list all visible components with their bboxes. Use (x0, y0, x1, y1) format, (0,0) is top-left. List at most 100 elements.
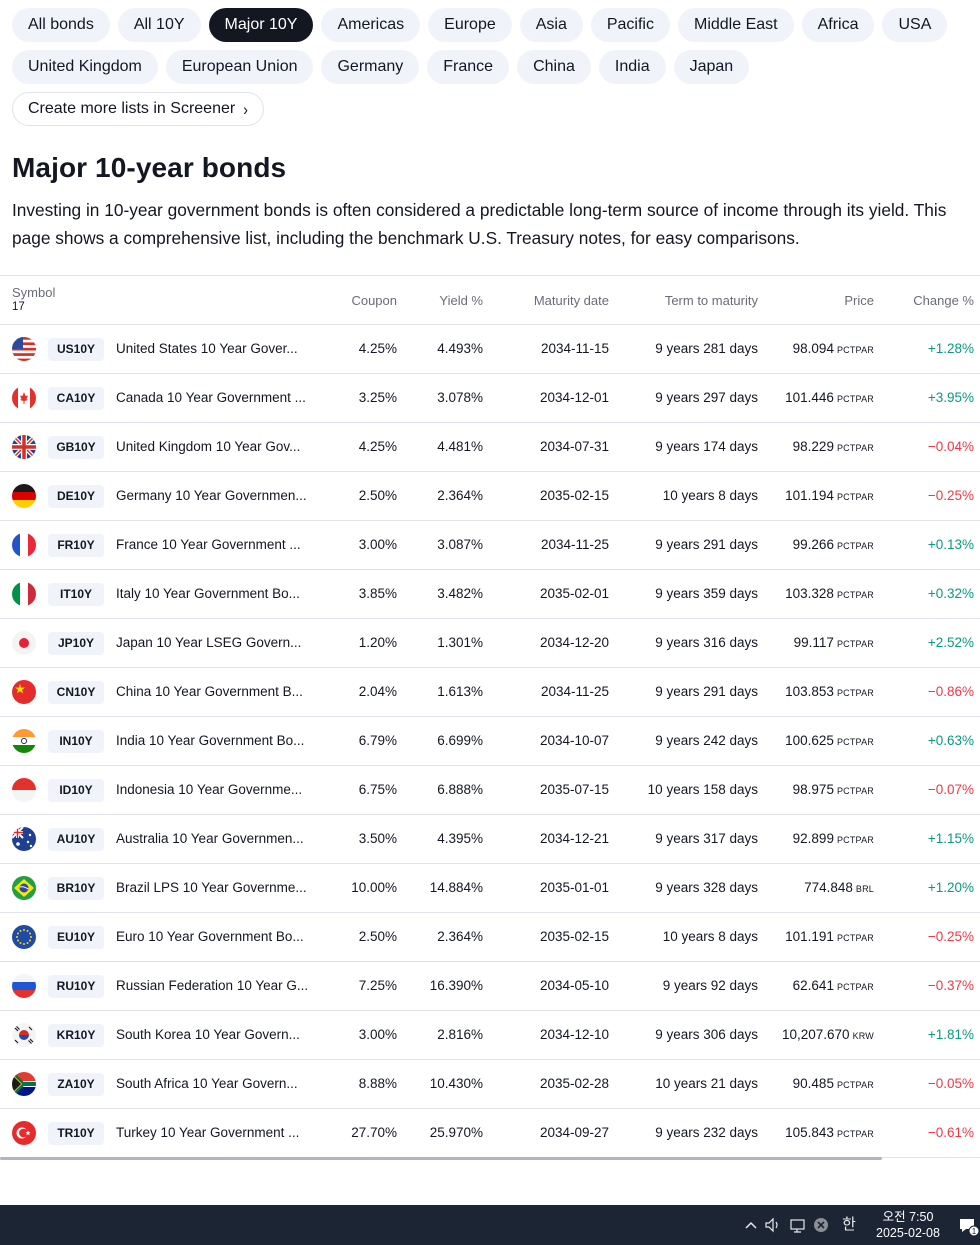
bond-name[interactable]: France 10 Year Government ... (116, 537, 301, 552)
change-value: +1.28% (927, 341, 974, 356)
yield-value: 6.888% (437, 782, 483, 797)
filter-chip-major-10y[interactable]: Major 10Y (208, 8, 314, 42)
filter-chip-all-bonds[interactable]: All bonds (12, 8, 110, 42)
br-flag-icon (12, 876, 36, 900)
ticker-badge[interactable]: US10Y (48, 338, 104, 361)
ticker-badge[interactable]: FR10Y (48, 534, 104, 557)
price-unit: PCTPAR (836, 394, 874, 404)
table-row[interactable]: CN10Y China 10 Year Government B... 2.04% 1… (0, 668, 980, 717)
table-row[interactable]: IN10Y India 10 Year Government Bo... 6.79%… (0, 717, 980, 766)
table-row[interactable]: DE10Y Germany 10 Year Governmen... 2.50% 2.… (0, 472, 980, 521)
bond-name[interactable]: South Korea 10 Year Govern... (116, 1027, 300, 1042)
filter-chip-pacific[interactable]: Pacific (590, 8, 670, 42)
filter-chip-middle-east[interactable]: Middle East (677, 8, 794, 42)
ticker-badge[interactable]: EU10Y (48, 926, 104, 949)
filter-chip-africa[interactable]: Africa (801, 8, 875, 42)
bond-name[interactable]: Italy 10 Year Government Bo... (116, 586, 300, 601)
filter-chip-germany[interactable]: Germany (321, 50, 420, 84)
column-header-price[interactable]: Price (844, 293, 874, 308)
filter-chip-usa[interactable]: USA (882, 8, 948, 42)
network-icon[interactable] (788, 1215, 808, 1235)
notification-icon[interactable]: 1 (958, 1215, 980, 1237)
ticker-badge[interactable]: DE10Y (48, 485, 104, 508)
ticker-badge[interactable]: JP10Y (48, 632, 104, 655)
filter-chip-americas[interactable]: Americas (321, 8, 421, 42)
ticker-badge[interactable]: AU10Y (48, 828, 104, 851)
ticker-badge[interactable]: CN10Y (48, 681, 104, 704)
column-header-change[interactable]: Change % (913, 293, 974, 308)
table-row[interactable]: BR10Y Brazil LPS 10 Year Governme... 10.00… (0, 864, 980, 913)
bond-name[interactable]: Brazil LPS 10 Year Governme... (116, 880, 307, 895)
filter-chips: All bonds All 10Y Major 10Y Americas Europe A… (12, 8, 980, 134)
table-row[interactable]: FR10Y France 10 Year Government ... 3.00% 3… (0, 521, 980, 570)
create-lists-screener-button[interactable]: Create more lists in Screener › (12, 92, 264, 126)
ticker-badge[interactable]: IN10Y (48, 730, 104, 753)
ticker-badge[interactable]: IT10Y (48, 583, 104, 606)
bond-name[interactable]: Indonesia 10 Year Governme... (116, 782, 303, 797)
price-value: 98.229 (792, 439, 834, 454)
ime-indicator[interactable]: 한 (842, 1216, 856, 1233)
coupon-value: 27.70% (351, 1125, 397, 1140)
column-header-yield[interactable]: Yield % (439, 293, 483, 308)
ticker-badge[interactable]: ID10Y (48, 779, 104, 802)
ticker-badge[interactable]: BR10Y (48, 877, 104, 900)
close-circle-icon[interactable] (811, 1215, 831, 1235)
ticker-badge[interactable]: TR10Y (48, 1122, 104, 1145)
table-row[interactable]: EU10Y Euro 10 Year Government Bo... 2.50% 2… (0, 913, 980, 962)
column-header-maturity[interactable]: Maturity date (533, 293, 609, 308)
table-row[interactable]: KR10Y South Korea 10 Year Govern... 3.00% 2… (0, 1011, 980, 1060)
filter-chip-european-union[interactable]: European Union (165, 50, 314, 84)
filter-chip-japan[interactable]: Japan (673, 50, 750, 84)
filter-chip-china[interactable]: China (517, 50, 591, 84)
jp-flag-icon (12, 631, 36, 655)
ticker-badge[interactable]: CA10Y (48, 387, 104, 410)
price-cell: 101.194 PCTPAR (785, 472, 874, 521)
table-row[interactable]: ID10Y Indonesia 10 Year Governme... 6.75% 6… (0, 766, 980, 815)
bond-name[interactable]: Germany 10 Year Governmen... (116, 488, 307, 503)
column-header-term[interactable]: Term to maturity (664, 293, 758, 308)
table-row[interactable]: CA10Y Canada 10 Year Government ... 3.25% 3… (0, 374, 980, 423)
ticker-badge[interactable]: RU10Y (48, 975, 104, 998)
windows-taskbar: 한 오전 7:50 2025-02-08 1 (0, 1205, 980, 1245)
maturity-date: 2034-05-10 (539, 978, 609, 993)
chevron-up-icon[interactable] (741, 1215, 761, 1235)
column-header-coupon[interactable]: Coupon (351, 293, 397, 308)
horizontal-scrollbar[interactable] (0, 1157, 882, 1160)
table-row[interactable]: RU10Y Russian Federation 10 Year G... 7.25… (0, 962, 980, 1011)
bond-name[interactable]: Turkey 10 Year Government ... (116, 1125, 300, 1140)
bond-name[interactable]: Canada 10 Year Government ... (116, 390, 306, 405)
table-row[interactable]: GB10Y United Kingdom 10 Year Gov... 4.25% 4… (0, 423, 980, 472)
table-row[interactable]: ZA10Y South Africa 10 Year Govern... 8.88%… (0, 1060, 980, 1109)
change-value: −0.25% (927, 929, 974, 944)
bond-name[interactable]: India 10 Year Government Bo... (116, 733, 305, 748)
clock[interactable]: 오전 7:50 2025-02-08 (868, 1209, 948, 1241)
table-row[interactable]: JP10Y Japan 10 Year LSEG Govern... 1.20% 1.… (0, 619, 980, 668)
bond-name[interactable]: Japan 10 Year LSEG Govern... (116, 635, 302, 650)
filter-chip-india[interactable]: India (598, 50, 666, 84)
bond-name[interactable]: China 10 Year Government B... (116, 684, 303, 699)
filter-chip-europe[interactable]: Europe (428, 8, 512, 42)
table-row[interactable]: TR10Y Turkey 10 Year Government ... 27.70%… (0, 1109, 980, 1158)
yield-value: 3.078% (437, 390, 483, 405)
bond-name[interactable]: United States 10 Year Gover... (116, 341, 298, 356)
price-value: 101.194 (785, 488, 834, 503)
filter-chip-united-kingdom[interactable]: United Kingdom (12, 50, 158, 84)
bond-name[interactable]: South Africa 10 Year Govern... (116, 1076, 298, 1091)
coupon-value: 3.50% (358, 831, 397, 846)
column-header-symbol[interactable]: Symbol 17 (12, 285, 55, 315)
bond-name[interactable]: Euro 10 Year Government Bo... (116, 929, 304, 944)
bond-name[interactable]: United Kingdom 10 Year Gov... (116, 439, 301, 454)
filter-chip-all-10y[interactable]: All 10Y (117, 8, 201, 42)
ticker-badge[interactable]: GB10Y (48, 436, 104, 459)
ticker-badge[interactable]: ZA10Y (48, 1073, 104, 1096)
gb-flag-icon (12, 435, 36, 459)
table-row[interactable]: AU10Y Australia 10 Year Governmen... 3.50%… (0, 815, 980, 864)
filter-chip-france[interactable]: France (427, 50, 510, 84)
bond-name[interactable]: Australia 10 Year Governmen... (116, 831, 304, 846)
speaker-icon[interactable] (763, 1215, 783, 1235)
table-row[interactable]: IT10Y Italy 10 Year Government Bo... 3.85%… (0, 570, 980, 619)
ticker-badge[interactable]: KR10Y (48, 1024, 104, 1047)
filter-chip-asia[interactable]: Asia (519, 8, 583, 42)
table-row[interactable]: US10Y United States 10 Year Gover... 4.25%… (0, 325, 980, 374)
bond-name[interactable]: Russian Federation 10 Year G... (116, 978, 309, 993)
